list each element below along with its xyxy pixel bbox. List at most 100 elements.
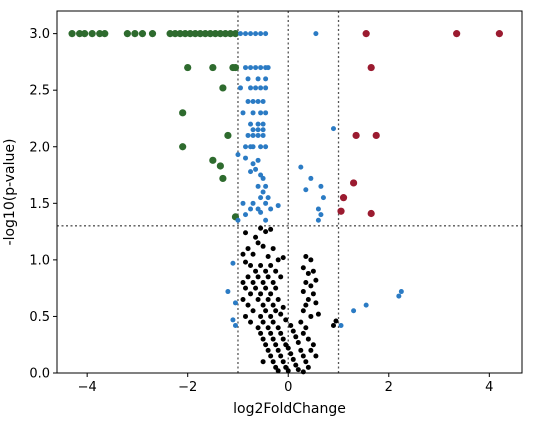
data-point	[290, 328, 296, 334]
data-point	[237, 85, 243, 91]
data-point	[260, 132, 266, 138]
data-point	[298, 347, 304, 353]
data-point	[221, 30, 230, 38]
data-point	[258, 291, 264, 297]
data-point	[88, 30, 96, 38]
data-point	[260, 336, 266, 342]
data-point	[232, 300, 238, 306]
y-tick-label: 2.5	[29, 84, 50, 99]
data-point	[225, 289, 231, 295]
data-point	[293, 362, 299, 368]
data-point	[275, 296, 281, 302]
data-point	[290, 356, 296, 362]
data-point	[273, 308, 279, 314]
data-point	[283, 317, 289, 323]
data-point	[255, 76, 261, 82]
data-point	[320, 195, 326, 201]
data-point	[349, 179, 358, 187]
data-point	[260, 243, 266, 249]
data-point	[273, 285, 279, 291]
data-point	[278, 311, 284, 317]
x-tick-label: −4	[78, 380, 97, 395]
data-point	[231, 30, 240, 38]
data-point	[263, 76, 269, 82]
data-point	[230, 317, 236, 323]
data-point	[243, 259, 249, 265]
data-point	[288, 322, 294, 328]
data-point	[268, 226, 274, 232]
data-point	[235, 152, 241, 158]
data-point	[226, 30, 235, 38]
data-point	[258, 313, 264, 319]
data-point	[398, 289, 404, 295]
data-point	[265, 274, 271, 280]
threshold-lines	[57, 11, 522, 373]
data-point	[230, 260, 236, 266]
data-point	[367, 63, 375, 72]
data-point	[318, 212, 324, 218]
data-point	[280, 359, 286, 365]
data-point	[245, 246, 251, 252]
data-point	[313, 277, 319, 283]
data-point	[275, 257, 281, 263]
data-point	[303, 302, 309, 308]
data-point	[303, 253, 309, 259]
data-point	[224, 131, 232, 140]
data-point	[255, 183, 261, 189]
data-point	[253, 268, 259, 274]
data-point	[250, 280, 256, 285]
data-point	[300, 308, 306, 314]
data-point	[250, 251, 256, 257]
data-point	[260, 302, 266, 308]
data-point	[305, 364, 311, 370]
data-point	[263, 183, 269, 189]
data-point	[263, 308, 269, 314]
data-point	[300, 369, 306, 375]
data-point	[171, 30, 179, 38]
data-point	[362, 30, 370, 38]
data-point	[250, 110, 256, 116]
data-point	[363, 302, 369, 308]
data-point	[243, 230, 249, 236]
data-point	[191, 30, 199, 38]
data-point	[206, 30, 214, 38]
data-point	[315, 217, 321, 223]
data-point	[250, 99, 256, 104]
data-point	[372, 131, 380, 140]
data-point	[245, 302, 251, 308]
data-point	[305, 270, 311, 276]
data-point	[260, 359, 266, 365]
data-point	[260, 189, 266, 195]
y-tick-label: 3.0	[29, 27, 50, 42]
data-point	[258, 263, 264, 269]
data-point	[248, 31, 254, 37]
data-point	[263, 342, 269, 348]
data-point	[235, 217, 241, 223]
data-point	[255, 127, 261, 133]
data-points	[68, 30, 503, 375]
data-point	[303, 187, 309, 193]
data-point	[295, 367, 301, 373]
data-point	[255, 157, 261, 163]
data-point	[216, 162, 224, 170]
data-point	[253, 166, 259, 172]
data-point	[330, 322, 336, 328]
data-point	[270, 359, 276, 365]
data-point	[268, 313, 274, 319]
data-point	[396, 293, 402, 299]
data-point	[219, 174, 227, 183]
data-point	[250, 200, 256, 206]
data-point	[248, 121, 254, 127]
data-point	[278, 330, 284, 336]
data-point	[351, 308, 357, 314]
data-point	[333, 318, 339, 324]
data-point	[255, 296, 261, 302]
x-axis-label: log2FoldChange	[233, 401, 346, 417]
data-point	[270, 336, 276, 342]
data-point	[273, 268, 279, 274]
data-point	[310, 291, 316, 297]
data-point	[260, 127, 266, 133]
data-point	[258, 209, 264, 215]
data-point	[263, 229, 269, 235]
data-point	[179, 109, 187, 117]
